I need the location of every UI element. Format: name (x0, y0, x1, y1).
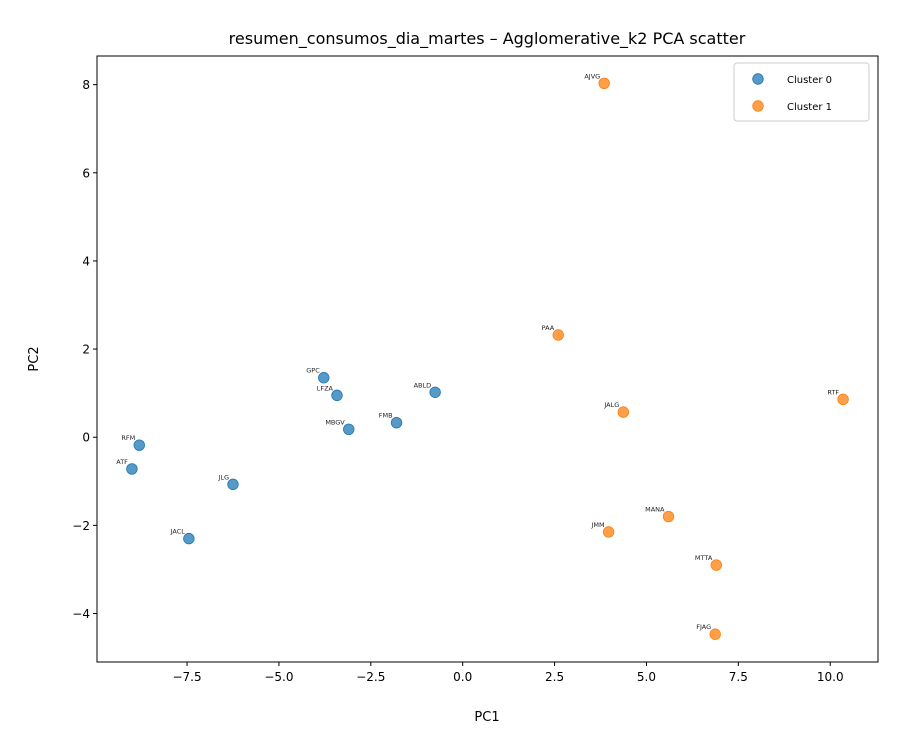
scatter-point (133, 439, 145, 451)
scatter-point (227, 478, 239, 491)
legend-box (733, 62, 870, 122)
y-tick-label: −4 (72, 607, 90, 621)
legend-label: Cluster 0 (787, 75, 832, 86)
point-label: MTTA (695, 554, 713, 562)
point-label: FJAG (696, 623, 711, 631)
scatter-point (331, 389, 343, 402)
point-label: JALG (603, 401, 619, 409)
legend-marker (752, 73, 764, 85)
scatter-point (837, 393, 849, 406)
chart-title: resumen_consumos_dia_martes – Agglomerat… (229, 29, 746, 49)
point-label: MANA (645, 506, 665, 514)
x-tick-label: 7.5 (729, 670, 748, 684)
y-tick-label: 2 (82, 343, 90, 357)
x-axis-ticks: −7.5 −5.0 −2.5 0.0 2.5 5.0 7.5 10.0 (172, 662, 844, 684)
x-tick-label: −7.5 (172, 670, 201, 684)
x-tick-label: 2.5 (545, 670, 564, 684)
scatter-point (183, 532, 195, 545)
scatter-point (598, 77, 610, 90)
point-label: RFM (121, 434, 135, 442)
y-tick-label: 4 (82, 254, 90, 268)
scatter-point (617, 406, 630, 418)
scatter-point (552, 329, 564, 341)
chart-legend: Cluster 0 Cluster 1 (733, 62, 870, 122)
point-label: JACL (170, 528, 186, 536)
y-tick-label: 8 (82, 78, 90, 92)
y-axis-label: PC2 (27, 346, 42, 371)
point-label: MBGV (325, 418, 345, 426)
x-tick-label: −5.0 (264, 670, 293, 684)
scatter-point (602, 526, 615, 538)
scatter-point (126, 463, 138, 475)
scatter-point (709, 628, 721, 640)
y-axis-ticks: −4 −2 0 2 4 6 8 (72, 78, 97, 621)
scatter-point (390, 416, 403, 429)
point-label: PAA (542, 324, 555, 332)
scatter-point (662, 510, 675, 523)
point-label: ATF (116, 458, 128, 466)
scatter-point (710, 559, 722, 571)
legend-marker (752, 100, 764, 112)
x-tick-label: 0.0 (453, 670, 472, 684)
x-tick-label: 5.0 (637, 670, 656, 684)
plot-area-frame (96, 55, 879, 663)
y-tick-label: 6 (82, 166, 90, 180)
scatter-point (318, 372, 330, 384)
point-label: ABLD (414, 381, 432, 389)
x-tick-label: −2.5 (356, 670, 385, 684)
point-label: JLG (217, 473, 229, 481)
point-label: AJVG (584, 72, 600, 80)
y-tick-label: 0 (82, 431, 90, 445)
point-label: JMM (590, 521, 604, 529)
x-axis-label: PC1 (474, 710, 499, 725)
point-label: RTF (827, 388, 839, 396)
point-label: FMB (379, 412, 393, 420)
scatter-point (343, 423, 355, 435)
x-tick-label: 10.0 (817, 670, 844, 684)
point-label: GPC (306, 367, 320, 375)
legend-label: Cluster 1 (787, 102, 832, 113)
scatter-point (429, 386, 441, 398)
y-tick-label: −2 (72, 519, 90, 533)
scatter-points: RFM ATF JLG JACL GPC LFZA MBGV FMB ABLD AJVG PAA JA… (116, 72, 849, 640)
point-label: LFZA (317, 384, 334, 392)
